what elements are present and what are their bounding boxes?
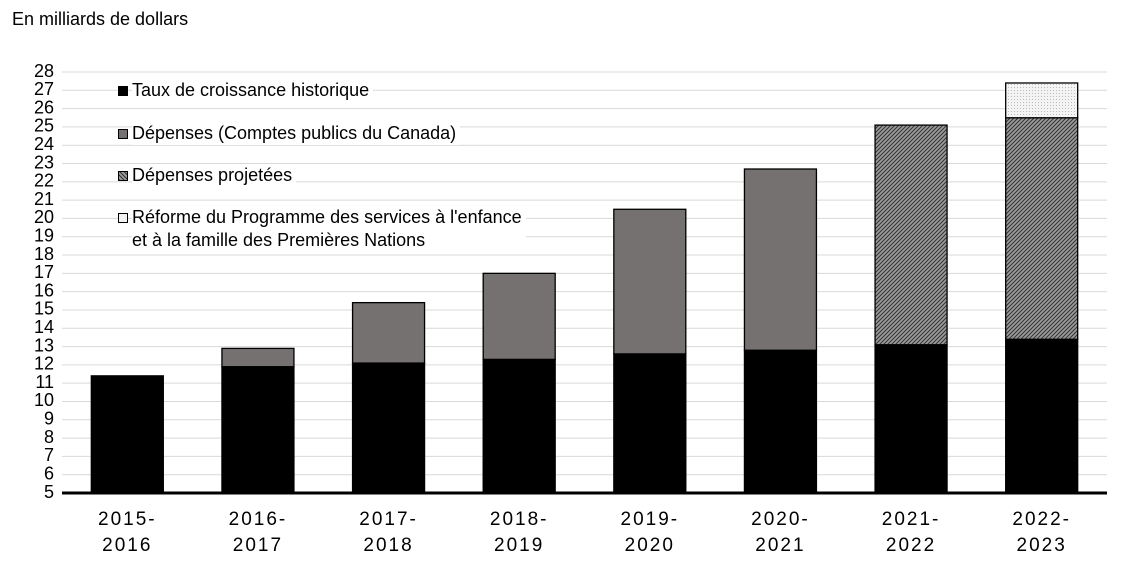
bar-segment [874, 124, 948, 346]
bar-segment [874, 344, 948, 494]
x-tick-label: 2015- 2016 [98, 509, 157, 556]
y-tick-label: 11 [35, 372, 54, 392]
y-tick-label: 24 [34, 134, 54, 154]
bar-segment [221, 366, 295, 494]
y-tick-label: 17 [34, 262, 54, 282]
x-tick-label: 2021- 2022 [881, 509, 941, 556]
bar-segment [1005, 338, 1079, 494]
bar-segment [482, 272, 556, 361]
legend-label: Taux de croissance historique [132, 79, 374, 102]
legend-swatch [118, 129, 128, 139]
legend-label: Réforme du Programme des services à l'en… [132, 206, 526, 252]
y-tick-label: 14 [34, 317, 54, 337]
x-tick-label: 2017- 2018 [359, 509, 418, 556]
y-tick-label: 27 [34, 79, 54, 99]
x-tick-label: 2018- 2019 [489, 509, 549, 556]
bar-segment [613, 208, 687, 355]
y-tick-label: 7 [44, 445, 54, 465]
bar-segment [221, 347, 295, 368]
y-tick-label: 26 [34, 97, 54, 117]
legend-swatch [118, 213, 128, 223]
bar-segment [351, 301, 426, 364]
y-axis-label: En milliards de dollars [12, 9, 188, 29]
y-tick-label: 25 [34, 116, 54, 136]
bar-segment [1005, 117, 1079, 340]
y-tick-label: 5 [44, 482, 54, 502]
y-tick-label: 9 [44, 409, 54, 429]
x-tick-label: 2019- 2020 [620, 509, 680, 556]
bar-segment [743, 168, 818, 351]
y-tick-label: 28 [34, 61, 54, 81]
y-tick-label: 13 [34, 335, 54, 355]
y-tick-label: 15 [34, 299, 54, 319]
legend-swatch [118, 86, 128, 96]
bar-segment [613, 353, 687, 494]
y-tick-label: 10 [34, 390, 54, 410]
legend-label: Dépenses projetées [132, 164, 297, 187]
y-tick-label: 16 [34, 280, 54, 300]
y-tick-label: 20 [34, 207, 54, 227]
y-tick-label: 23 [34, 152, 54, 172]
x-tick-label: 2020- 2021 [751, 509, 810, 556]
bar-segment [351, 362, 426, 494]
y-tick-label: 19 [34, 225, 54, 245]
y-tick-label: 8 [44, 427, 54, 447]
y-tick-label: 18 [34, 244, 54, 264]
x-tick-label: 2016- 2017 [228, 509, 288, 556]
bar-segment [90, 375, 164, 494]
bar-segment [1005, 82, 1079, 119]
y-tick-label: 21 [34, 189, 54, 209]
legend-label: Dépenses (Comptes publics du Canada) [132, 122, 461, 145]
y-tick-label: 6 [44, 463, 54, 483]
y-tick-label: 12 [34, 354, 54, 374]
x-tick-label: 2022- 2023 [1012, 509, 1071, 556]
y-tick-label: 22 [34, 171, 54, 191]
bar-segment [482, 358, 556, 494]
bar-segment [743, 349, 818, 494]
legend-swatch [118, 171, 128, 181]
